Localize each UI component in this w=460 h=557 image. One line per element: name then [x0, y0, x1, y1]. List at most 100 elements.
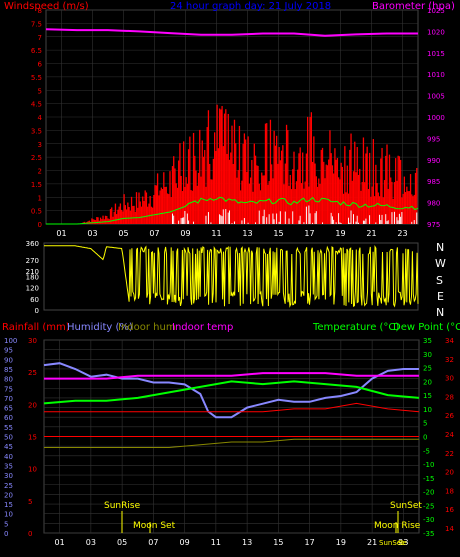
humidity-tick-label: 15 [4, 501, 13, 509]
windspeed-tick-label: 3.5 [31, 127, 42, 135]
windspeed-tick-label: 6.5 [31, 47, 42, 55]
temperature-tick-label: -10 [423, 461, 434, 469]
rainfall-tick-label: 5 [28, 498, 32, 506]
direction-panel-marks [44, 245, 419, 308]
windspeed-tick-label: 2.5 [31, 154, 42, 162]
barometer-tick-label: 985 [427, 178, 440, 186]
compass-w: W [435, 257, 446, 270]
temperature-tick-label: 30 [423, 351, 432, 359]
hour-tick-label: 11 [211, 229, 221, 238]
barometer-tick-label: 990 [427, 157, 440, 165]
hour-tick-label: 19 [336, 538, 346, 547]
humidity-tick-label: 60 [4, 414, 13, 422]
sunset-label: SunSet [390, 501, 422, 511]
dewpoint-tick-label: 34 [445, 337, 454, 345]
humidity-tick-label: 55 [4, 424, 13, 432]
hour-tick-label: 15 [273, 538, 283, 547]
average-wind-line [46, 196, 419, 225]
humidity-tick-label: 25 [4, 482, 13, 490]
hour-tick-label: 21 [367, 538, 377, 547]
dewpoint-tick-label: 32 [445, 356, 454, 364]
humidity-tick-label: 95 [4, 347, 13, 355]
direction-tick-label: 210 [26, 268, 39, 276]
rainfall-tick-label: 15 [28, 434, 37, 442]
wind-direction-line [44, 245, 419, 308]
dewpoint-tick-label: 16 [445, 506, 454, 514]
barometer-tick-label: 1000 [427, 114, 445, 122]
humidity-tick-label: 100 [4, 337, 17, 345]
barometer-axis-title: Barometer (hpa) [372, 1, 455, 12]
humidity-tick-label: 80 [4, 376, 13, 384]
windspeed-tick-label: 4 [38, 114, 43, 122]
temperature-tick-label: 0 [423, 434, 427, 442]
hour-tick-label: 01 [56, 229, 66, 238]
humidity-tick-label: 45 [4, 443, 13, 451]
barometer-tick-label: 1005 [427, 93, 445, 101]
dewpoint-tick-label: 14 [445, 525, 454, 533]
humidity-tick-label: 75 [4, 385, 13, 393]
windspeed-tick-label: 7.5 [31, 20, 42, 28]
windspeed-tick-label: 7 [38, 34, 42, 42]
temperature-tick-label: -5 [423, 447, 430, 455]
dewpoint-tick-label: 20 [445, 469, 454, 477]
humidity-tick-label: 70 [4, 395, 13, 403]
top-panel-marks [45, 28, 419, 225]
dewpoint-tick-label: 22 [445, 450, 454, 458]
humidity-tick-label: 5 [4, 520, 8, 528]
barometer-tick-label: 980 [427, 200, 440, 208]
humidity-tick-label: 85 [4, 366, 13, 374]
temperature-tick-label: 15 [423, 392, 432, 400]
temperature-tick-label: -30 [423, 516, 434, 524]
temperature-tick-label: 25 [423, 365, 432, 373]
humidity-axis-title: Humidity (%) [67, 322, 133, 333]
temperature-tick-label: 35 [423, 337, 432, 345]
temperature-tick-label: -20 [423, 489, 434, 497]
temperature-tick-label: 5 [423, 420, 427, 428]
dew-point-c-line [44, 402, 420, 413]
direction-tick-label: 180 [26, 274, 39, 282]
hour-tick-label: 17 [304, 229, 314, 238]
compass-e: E [437, 290, 444, 303]
hour-tick-label: 21 [366, 229, 376, 238]
temperature-tick-label: 10 [423, 406, 432, 414]
humidity-tick-label: 20 [4, 491, 13, 499]
barometer-tick-label: 1010 [427, 71, 445, 79]
windspeed-tick-label: 5 [38, 87, 42, 95]
temperature-axis-title: Temperature (°C) [312, 322, 399, 333]
hour-tick-label: 13 [242, 538, 252, 547]
rainfall-tick-label: 0 [28, 530, 32, 538]
direction-tick-label: 0 [35, 307, 39, 315]
hour-tick-label: 19 [335, 229, 345, 238]
hour-tick-label: 05 [118, 229, 128, 238]
moonrise-label: Moon Rise [374, 521, 421, 531]
rainfall-tick-label: 30 [28, 337, 37, 345]
hour-tick-label: 07 [149, 229, 159, 238]
direction-tick-label: 270 [26, 257, 39, 265]
hour-tick-label: 23 [397, 229, 407, 238]
moonrise-short-label: Se [398, 539, 407, 547]
hour-tick-label: 03 [87, 229, 97, 238]
compass-s: S [436, 274, 443, 287]
humidity-tick-label: 10 [4, 511, 13, 519]
rainfall-tick-label: 20 [28, 401, 37, 409]
hour-tick-label: 17 [305, 538, 315, 547]
barometer-line [45, 28, 418, 37]
tick-labels: 0 0.5 1 1.5 2 2.5 3 3.5 4 4.5 5 5.5 6 6.5 7 7.5 8 975 980 9… [4, 7, 454, 547]
indoor-hum-legend: Indoor hum [118, 322, 176, 333]
windspeed-tick-label: 4.5 [31, 101, 42, 109]
windspeed-tick-label: 6 [38, 61, 43, 69]
hour-tick-label: 15 [273, 229, 283, 238]
humidity-tick-label: 40 [4, 453, 13, 461]
compass-n-bottom: N [436, 306, 444, 319]
hour-tick-label: 13 [242, 229, 252, 238]
temperature-tick-label: -15 [423, 475, 434, 483]
indoor-temp-line [44, 372, 419, 380]
hour-tick-label: 03 [86, 538, 96, 547]
indoor-temp-legend: Indoor temp [172, 322, 233, 333]
hour-tick-label: 09 [180, 538, 190, 547]
hour-tick-label: 07 [148, 538, 158, 547]
chart-title: 24 hour graph day: 21 July 2018 [170, 1, 331, 12]
sunrise-label: SunRise [104, 501, 141, 511]
humidity-tick-label: 50 [4, 434, 13, 442]
